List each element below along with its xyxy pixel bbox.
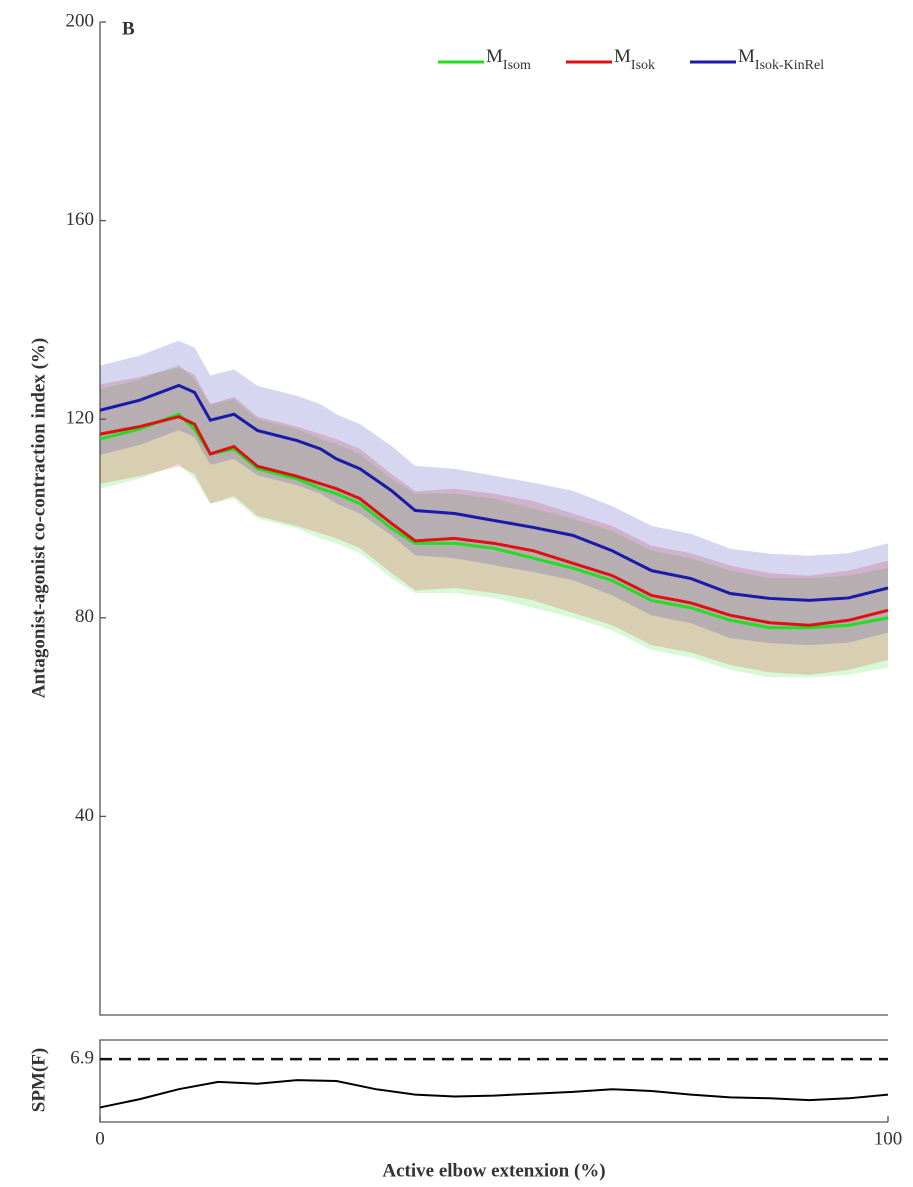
y-tick-label: 80 [75,606,94,627]
legend-label: MIsok-KinRel [738,46,824,73]
legend-name: M [738,46,755,67]
legend-label: MIsok [614,46,655,73]
y-tick-label: 160 [66,209,95,230]
x-tick-label: 100 [874,1128,903,1149]
y-tick-label: 120 [66,408,95,429]
spm-line [99,1079,889,1109]
series-line [99,383,889,602]
x-tick-label: 0 [95,1128,105,1149]
y-tick-label: 6.9 [70,1047,94,1068]
axis-line [99,22,888,1016]
axis-line [99,1039,888,1123]
x-axis-label: Active elbow extenxion (%) [382,1160,605,1181]
legend-name: M [486,46,503,67]
y-tick-label: 200 [66,10,95,31]
panel-label: B [122,18,135,39]
y-axis-label: Antagonist-agonist co-contraction index … [28,338,49,698]
sd-band [100,340,888,646]
series-line [99,415,889,627]
legend-subscript: Isok-KinRel [755,58,824,73]
legend-label: MIsom [486,46,531,73]
legend-name: M [614,46,631,67]
legend-subscript: Isom [503,58,531,73]
spm-y-label: SPM(F) [28,1048,49,1112]
legend-subscript: Isok [631,58,655,73]
y-tick-label: 40 [75,805,94,826]
